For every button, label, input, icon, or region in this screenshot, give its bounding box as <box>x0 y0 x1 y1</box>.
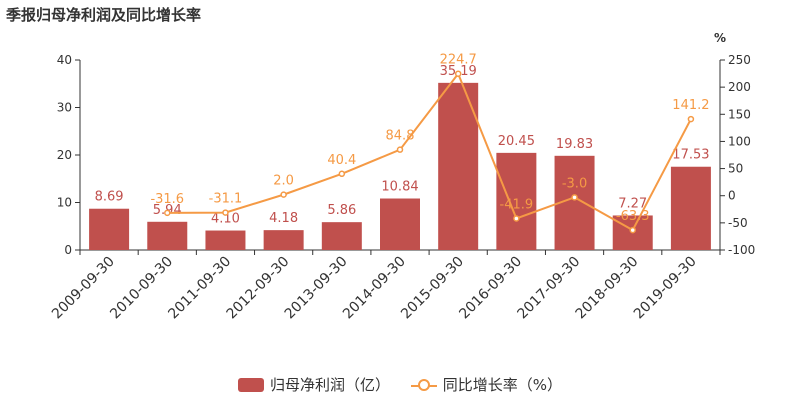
growth-point <box>164 209 171 217</box>
legend: 归母净利润（亿） 同比增长率（%） <box>0 374 800 396</box>
growth-data-label: 141.2 <box>672 98 709 113</box>
y-right-tick-label: 0 <box>728 189 736 203</box>
x-tick-label: 2019-09-30 <box>631 254 700 323</box>
y-right-tick-label: 50 <box>728 162 743 176</box>
y-right-tick-label: 250 <box>728 53 751 67</box>
bar-data-label: 5.86 <box>327 203 356 218</box>
growth-point <box>280 191 287 198</box>
y-left-tick-label: 10 <box>57 196 72 210</box>
bar <box>670 166 711 250</box>
bar <box>205 230 246 250</box>
y-left-tick-label: 30 <box>57 101 72 115</box>
growth-data-label: -3.0 <box>562 176 587 191</box>
bar-data-label: 4.10 <box>211 212 240 227</box>
growth-data-label: -63.3 <box>616 209 650 224</box>
growth-point <box>687 115 695 123</box>
bar <box>438 82 479 250</box>
legend-label-profit: 归母净利润（亿） <box>269 376 390 394</box>
bar <box>380 198 420 250</box>
bar-data-label: 7.27 <box>618 196 647 211</box>
legend-label-growth: 同比增长率（%） <box>442 376 563 394</box>
bar-data-label: 4.18 <box>269 211 298 226</box>
growth-point <box>222 209 229 216</box>
growth-point <box>513 215 520 222</box>
legend-swatch-line <box>410 378 437 392</box>
y-right-tick-label: 100 <box>728 134 751 148</box>
bar <box>496 152 537 250</box>
bar <box>321 222 362 250</box>
growth-point <box>396 146 404 153</box>
bar <box>263 230 304 250</box>
bar-data-label: 20.45 <box>498 134 535 149</box>
growth-point <box>571 194 578 201</box>
chart-title: 季报归母净利润及同比增长率 <box>6 6 202 24</box>
growth-data-label: 84.8 <box>386 129 415 144</box>
y-right-tick-label: 200 <box>728 80 751 94</box>
growth-data-label: -31.1 <box>209 192 243 207</box>
growth-point <box>629 226 636 234</box>
growth-data-label: -31.6 <box>150 192 184 207</box>
growth-data-label: -41.9 <box>500 197 534 212</box>
bar <box>147 221 188 250</box>
bar <box>89 208 130 250</box>
y-right-unit: % <box>714 31 726 45</box>
growth-data-label: 40.4 <box>327 153 356 168</box>
bar-data-label: 17.53 <box>672 148 709 163</box>
growth-point <box>454 70 462 77</box>
bar-data-label: 10.84 <box>381 180 418 195</box>
legend-swatch-bar <box>237 377 264 392</box>
growth-point <box>338 170 346 178</box>
y-left-tick-label: 40 <box>57 53 72 67</box>
growth-line <box>167 71 692 232</box>
y-right-tick-label: 150 <box>728 107 751 121</box>
y-right-tick-label: -50 <box>728 216 748 230</box>
growth-data-label: 2.0 <box>273 174 294 189</box>
legend-item-profit[interactable]: 归母净利润（亿） <box>237 374 390 395</box>
y-left-tick-label: 0 <box>64 243 72 257</box>
legend-item-growth[interactable]: 同比增长率（%） <box>410 374 563 395</box>
y-right-tick-label: -100 <box>728 243 755 257</box>
bar-data-label: 8.69 <box>95 190 124 205</box>
growth-data-label: 224.7 <box>440 53 477 68</box>
y-left-tick-label: 20 <box>57 148 72 162</box>
bar-data-label: 19.83 <box>556 137 593 152</box>
